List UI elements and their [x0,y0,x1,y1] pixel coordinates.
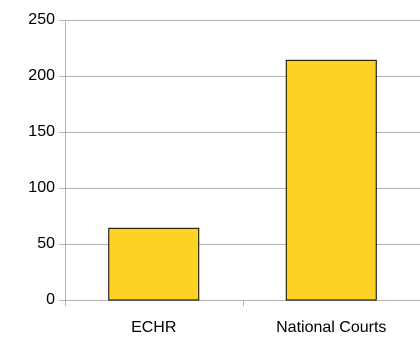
y-tick-label-150: 150 [28,123,55,140]
y-tick-label-50: 50 [37,235,55,252]
x-tick-label-echr: ECHR [131,319,176,336]
y-tick-label-250: 250 [28,11,55,28]
y-tick-label-100: 100 [28,179,55,196]
y-tick-labels: 0 50 100 150 200 250 [28,11,55,308]
axes [59,20,244,306]
x-tick-labels: ECHR National Courts [131,319,386,336]
y-tick-label-0: 0 [46,291,55,308]
bar-national-courts [285,59,377,301]
bars [108,59,377,301]
x-tick-label-national-courts: National Courts [276,319,386,336]
y-tick-label-200: 200 [28,67,55,84]
bar-echr [108,227,200,301]
